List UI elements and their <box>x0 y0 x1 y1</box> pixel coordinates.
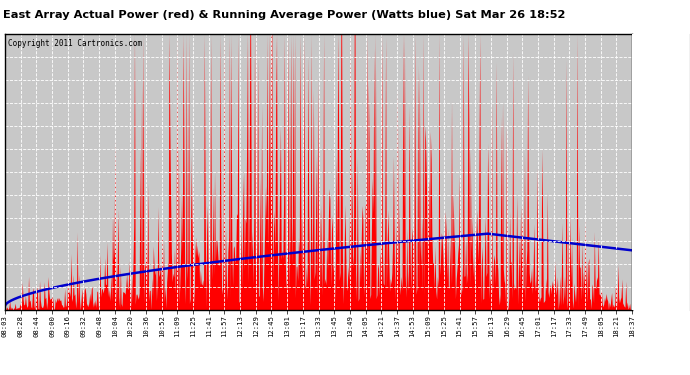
Text: East Array Actual Power (red) & Running Average Power (Watts blue) Sat Mar 26 18: East Array Actual Power (red) & Running … <box>3 10 566 20</box>
Text: Copyright 2011 Cartronics.com: Copyright 2011 Cartronics.com <box>8 39 142 48</box>
